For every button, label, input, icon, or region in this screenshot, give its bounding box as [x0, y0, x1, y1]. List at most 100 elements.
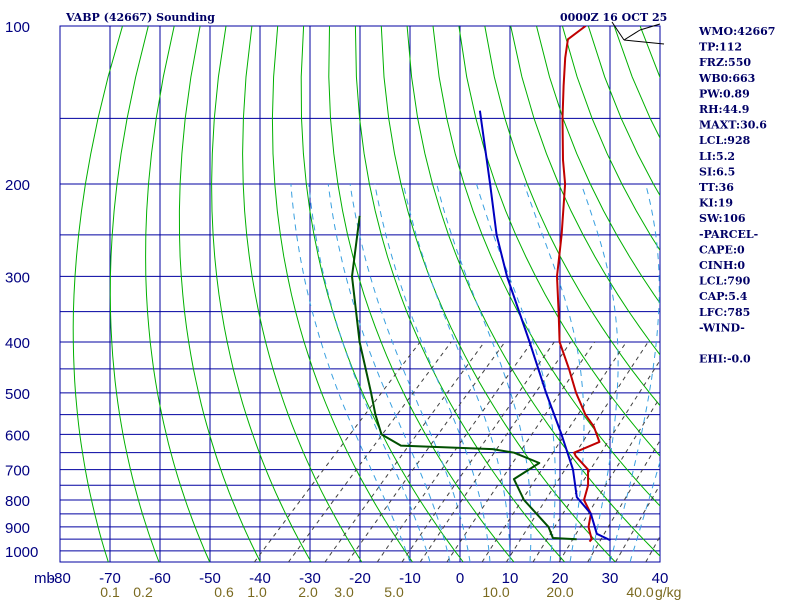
index-line: CINH:0	[699, 259, 745, 272]
mixing-ratio-label: 10.0	[482, 584, 509, 600]
mixing-ratio-label: 3.0	[334, 584, 354, 600]
temperature-tick-label: -30	[299, 570, 321, 587]
pressure-tick-label: 1000	[5, 544, 38, 561]
index-line: EHI:-0.0	[699, 353, 751, 366]
mixing-ratio-label: 2.0	[298, 584, 318, 600]
parcel-profile	[478, 110, 612, 542]
mixing-ratio-line	[288, 341, 452, 562]
pressure-tick-label: 300	[5, 269, 30, 286]
index-line: FRZ:550	[699, 56, 751, 69]
moist-adiabat	[609, 183, 660, 562]
dry-adiabat	[145, 26, 211, 562]
mixing-ratio-lines	[253, 341, 660, 562]
temperature-tick-label: 40	[652, 570, 669, 587]
index-line: WB0:663	[698, 72, 755, 85]
pressure-tick-label: 800	[5, 493, 30, 510]
index-line: LCL:790	[699, 275, 751, 288]
moist-adiabat	[629, 459, 660, 562]
moist-adiabat	[349, 183, 471, 562]
mixing-ratio-line	[446, 341, 596, 562]
temperature-tick-label: -40	[249, 570, 271, 587]
dry-adiabat	[458, 26, 660, 457]
pressure-tick-label: 900	[5, 520, 30, 537]
mixing-ratio-line	[645, 535, 660, 562]
moist-adiabat	[476, 183, 556, 562]
indices-panel: WMO:42667 TP:112 FRZ:550 WB0:663 PW:0.89 RH:4…	[698, 25, 775, 366]
temperature-tick-label: -50	[199, 570, 221, 587]
index-line: TP:112	[699, 41, 742, 54]
pressure-tick-label: 100	[5, 19, 30, 36]
temperature-tick-label: -80	[49, 570, 71, 587]
mixing-ratio-label: 40.0	[626, 584, 653, 600]
observation-time: 0000Z 16 OCT 25	[560, 11, 667, 24]
mixing-ratio-label: 1.0	[247, 584, 267, 600]
temperature-tick-label: -70	[99, 570, 121, 587]
dry-adiabat	[354, 26, 565, 562]
mixing-ratio-line	[401, 341, 555, 562]
mixing-ratio-unit: g/kg	[655, 584, 681, 600]
dry-adiabat	[242, 26, 363, 562]
mixing-ratio-line	[505, 341, 649, 562]
moist-adiabat	[308, 183, 431, 562]
moist-adiabat	[580, 183, 619, 562]
temperature-tick-label: 0	[456, 570, 464, 587]
mixing-ratio-line	[558, 396, 660, 562]
dry-adiabat	[432, 26, 660, 507]
pressure-tick-label: 700	[5, 463, 30, 480]
index-line: LI:5.2	[699, 150, 735, 163]
moist-adiabat	[436, 183, 532, 562]
mixing-ratio-label: 20.0	[546, 584, 573, 600]
moist-adiabat	[402, 183, 511, 562]
mixing-ratio-label: 5.0	[384, 584, 404, 600]
dry-adiabat	[744, 26, 800, 562]
mixing-ratio-line	[615, 483, 660, 562]
dry-adiabat	[211, 26, 312, 562]
dry-adiabat	[770, 26, 800, 562]
mixing-ratio-line	[587, 439, 660, 562]
chart-title: VABP (42667) Sounding	[65, 11, 215, 24]
index-line: -WIND-	[699, 321, 745, 334]
index-line: SI:6.5	[699, 165, 735, 178]
index-line: CAPE:0	[699, 243, 745, 256]
dry-adiabat	[406, 26, 660, 557]
mixing-ratio-line	[253, 341, 421, 562]
dry-adiabat	[795, 26, 800, 562]
dry-adiabat	[484, 26, 660, 407]
mixing-ratio-label: 0.6	[214, 584, 234, 600]
dry-adiabat	[109, 26, 160, 562]
temperature-tick-label: -10	[399, 570, 421, 587]
index-line: -PARCEL-	[699, 228, 758, 241]
moist-adiabats	[290, 183, 660, 562]
dry-adiabat	[328, 26, 515, 562]
dry-adiabats	[72, 26, 800, 562]
index-line: SW:106	[699, 212, 746, 225]
temperature-tick-label: 10	[502, 570, 519, 587]
dry-adiabat	[300, 26, 464, 562]
index-line: WMO:42667	[698, 25, 775, 38]
moist-adiabat	[327, 183, 451, 562]
pressure-tick-label: 600	[5, 427, 30, 444]
dry-adiabat	[271, 26, 413, 562]
mixing-ratio-line	[376, 341, 533, 562]
moist-adiabat	[374, 183, 491, 562]
dry-adiabat	[587, 26, 660, 197]
pressure-tick-label: 400	[5, 335, 30, 352]
sounding-profiles	[351, 26, 612, 543]
pressure-tick-label: 200	[5, 177, 30, 194]
temperature-tick-label: 20	[552, 570, 569, 587]
grid-layer	[59, 25, 661, 563]
dry-adiabat	[510, 26, 660, 356]
temperature-profile	[556, 26, 601, 543]
index-line: MAXT:30.6	[699, 119, 767, 132]
mixing-ratio-line	[419, 341, 572, 562]
dry-adiabat	[561, 26, 660, 252]
mixing-ratio-line	[347, 341, 506, 562]
wind-barb	[611, 21, 665, 45]
index-line: KI:19	[699, 197, 733, 210]
index-line: LCL:928	[699, 134, 751, 147]
mixing-ratio-line	[532, 359, 660, 562]
moist-adiabat	[290, 183, 411, 562]
dry-adiabat	[72, 26, 123, 562]
index-line: PW:0.89	[699, 87, 750, 100]
